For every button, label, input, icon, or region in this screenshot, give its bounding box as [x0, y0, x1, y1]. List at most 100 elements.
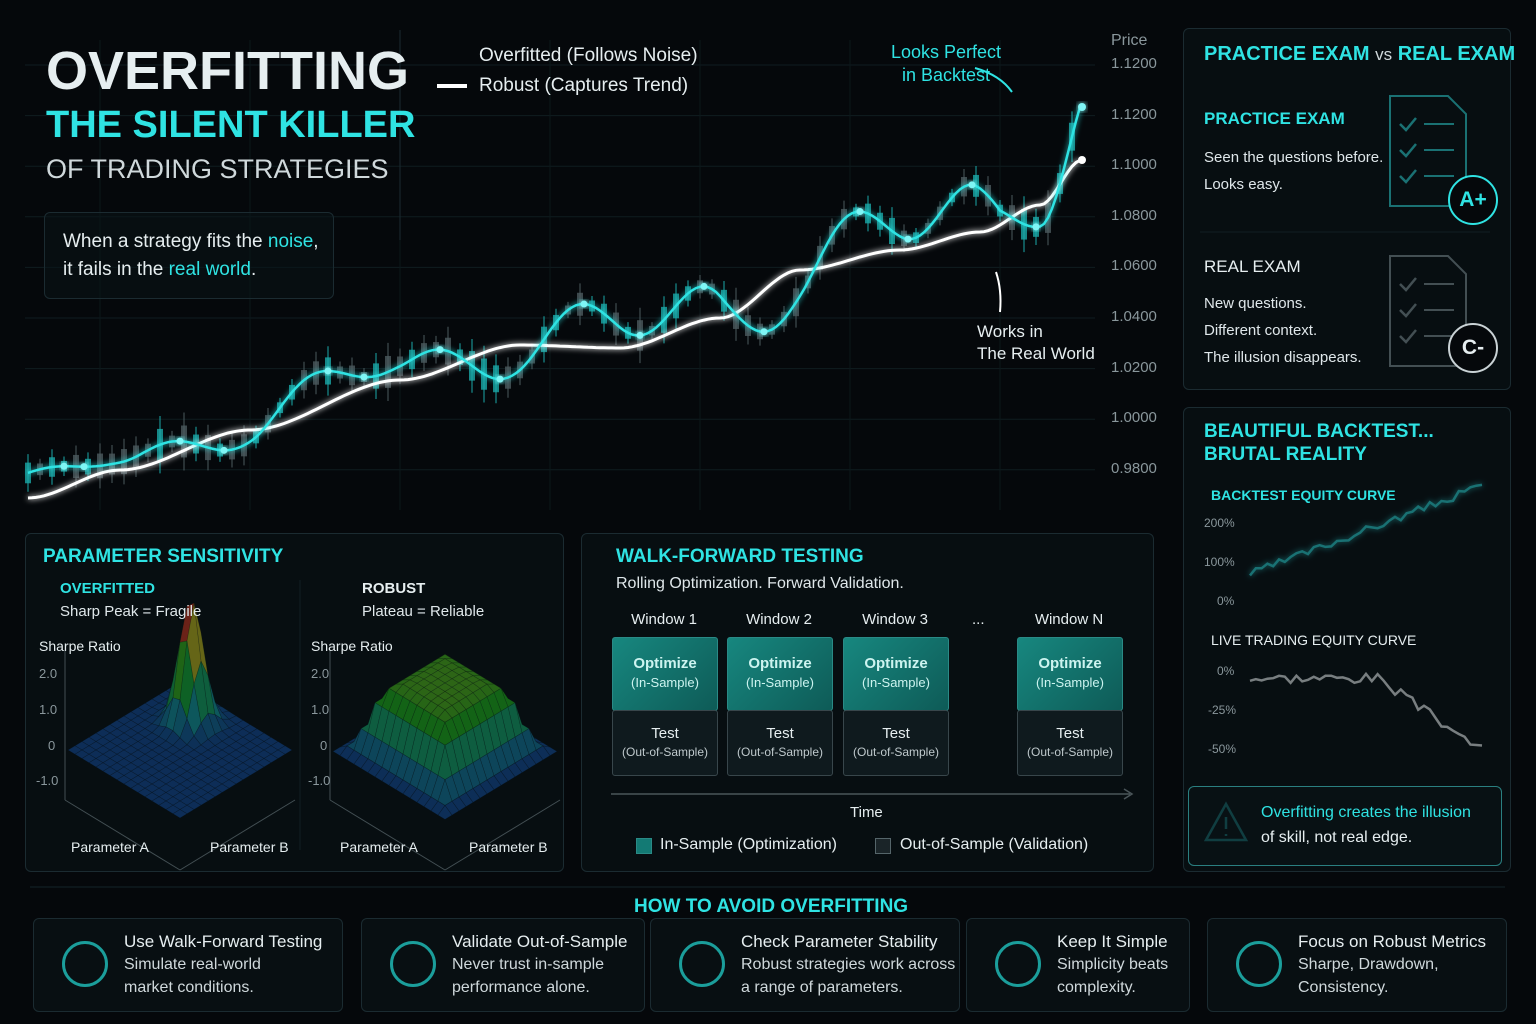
- title-line: BEAUTIFUL BACKTEST...: [1204, 421, 1434, 442]
- tip-icon: [1236, 941, 1282, 987]
- annotation-line: in Backtest: [902, 65, 991, 85]
- tip-card: Use Walk-Forward Testing Simulate real-wo…: [33, 918, 343, 1012]
- box-title: Test: [651, 725, 679, 742]
- point: [176, 437, 184, 445]
- tip-icon: [995, 941, 1041, 987]
- axis-label: 200%: [1204, 516, 1235, 530]
- window-label: Window 3: [862, 611, 928, 628]
- box-sub: (Out-of-Sample): [1026, 745, 1114, 759]
- callout-line: it fails in the real world.: [63, 259, 256, 281]
- test-box: Test (Out-of-Sample): [727, 710, 833, 776]
- subtitle: Rolling Optimization. Forward Validation…: [616, 575, 904, 592]
- legend-entry: Out-of-Sample (Validation): [900, 836, 1089, 853]
- annotation: Looks Perfect in Backtest: [891, 41, 1001, 87]
- tip-title: Keep It Simple: [1057, 932, 1168, 951]
- box-title: Test: [766, 725, 794, 742]
- point: [856, 208, 864, 216]
- box-title: Optimize: [748, 655, 812, 672]
- axis-label: -50%: [1208, 742, 1237, 756]
- panel-title: PRACTICE EXAM vs REAL EXAM: [1204, 43, 1515, 66]
- box-sub: (In-Sample): [1036, 675, 1104, 690]
- axis-label: 100%: [1204, 555, 1235, 569]
- point: [60, 462, 68, 470]
- tip-card: Check Parameter Stability Robust strategi…: [650, 918, 960, 1012]
- tip-text: Robust strategies work across: [741, 956, 956, 973]
- box-sub: (In-Sample): [746, 675, 814, 690]
- callout: When a strategy fits the noise, it fails…: [44, 212, 334, 299]
- heading: PRACTICE EXAM: [1204, 109, 1345, 128]
- tip-text: Simulate real-world: [124, 956, 261, 973]
- box-title: Optimize: [633, 655, 697, 672]
- legend-swatch: [636, 838, 652, 854]
- annotation-line: Works in: [977, 322, 1043, 341]
- tip-text: performance alone.: [452, 979, 590, 996]
- axis-label: 0: [48, 738, 56, 753]
- window-label: Window 1: [631, 611, 697, 628]
- point: [700, 282, 708, 290]
- test-box: Test (Out-of-Sample): [843, 710, 949, 776]
- tip-icon: [62, 941, 108, 987]
- axis-label: 0%: [1217, 664, 1235, 678]
- axis-label: 1.0: [39, 702, 58, 717]
- point: [360, 373, 368, 381]
- grade-badge: A+: [1448, 175, 1498, 225]
- text: PRACTICE EXAM: [1204, 43, 1370, 65]
- annotation: Works in The Real World: [977, 321, 1095, 365]
- tagline: OF TRADING STRATEGIES: [46, 154, 389, 184]
- point: [968, 181, 976, 189]
- curve-label: LIVE TRADING EQUITY CURVE: [1211, 632, 1417, 648]
- box-sub: (In-Sample): [631, 675, 699, 690]
- box-title: Test: [882, 725, 910, 742]
- axis-title: Sharpe Ratio: [311, 638, 393, 654]
- exam-panel: PRACTICE EXAM vs REAL EXAM PRACTICE EXAM…: [1183, 28, 1515, 390]
- window-label: Window N: [1034, 611, 1104, 628]
- axis-label: 1.0000: [1111, 409, 1157, 427]
- tip-card: Focus on Robust Metrics Sharpe, Drawdown,…: [1207, 918, 1507, 1012]
- axis-title: Parameter B: [210, 839, 289, 855]
- heading: ROBUST: [362, 580, 426, 597]
- warning-line: Overfitting creates the illusion: [1261, 804, 1471, 822]
- warning-line: of skill, not real edge.: [1261, 829, 1413, 846]
- text: ,: [313, 231, 319, 252]
- arrow: [974, 67, 1013, 93]
- tip-text: a range of parameters.: [741, 979, 903, 996]
- tip-title: Use Walk-Forward Testing: [124, 932, 323, 951]
- tip-text: market conditions.: [124, 979, 254, 996]
- axis-title: Sharpe Ratio: [39, 638, 121, 654]
- text: Seen the questions before.: [1204, 149, 1384, 166]
- axis-label: 2.0: [39, 666, 58, 681]
- axis-label: 0.9800: [1111, 459, 1157, 477]
- caption: Sharp Peak = Fragile: [60, 603, 202, 620]
- optimize-box: Optimize (In-Sample): [843, 637, 949, 711]
- point: [760, 328, 768, 336]
- legend-entry: Robust (Captures Trend): [479, 75, 689, 96]
- box-title: Test: [1056, 725, 1084, 742]
- caption: Plateau = Reliable: [362, 603, 485, 620]
- point: [1078, 156, 1086, 164]
- annotation-line: The Real World: [977, 344, 1095, 363]
- axis-label: -25%: [1208, 703, 1237, 717]
- sensitivity-panel: PARAMETER SENSITIVITY OVERFITTED Sharp P…: [25, 533, 564, 872]
- tip-text: Simplicity beats: [1057, 956, 1169, 973]
- callout-line: When a strategy fits the noise,: [63, 231, 319, 253]
- text: New questions.: [1204, 295, 1307, 312]
- text: REAL EXAM: [1397, 43, 1516, 65]
- axis-title: Parameter A: [340, 839, 418, 855]
- tip-title: Check Parameter Stability: [741, 932, 938, 951]
- box-title: Optimize: [864, 655, 928, 672]
- axis-label: 1.1000: [1111, 156, 1157, 174]
- legend-entry: In-Sample (Optimization): [660, 836, 837, 853]
- section-title: HOW TO AVOID OVERFITTING: [634, 896, 909, 917]
- axis-label: 1.0800: [1111, 206, 1157, 224]
- text: .: [250, 259, 257, 280]
- axis-label: 1.0: [311, 702, 330, 717]
- axis-label: 1.1200: [1111, 105, 1157, 123]
- ellipsis: ...: [972, 611, 985, 628]
- title-line: BRUTAL REALITY: [1204, 444, 1367, 465]
- highlight: noise: [267, 231, 314, 252]
- tip-title: Validate Out-of-Sample: [452, 932, 628, 951]
- point: [80, 463, 88, 471]
- point: [496, 375, 504, 383]
- text: creates the illusion: [1333, 804, 1471, 821]
- walk-forward-panel: WALK-FORWARD TESTING Rolling Optimizatio…: [581, 533, 1154, 872]
